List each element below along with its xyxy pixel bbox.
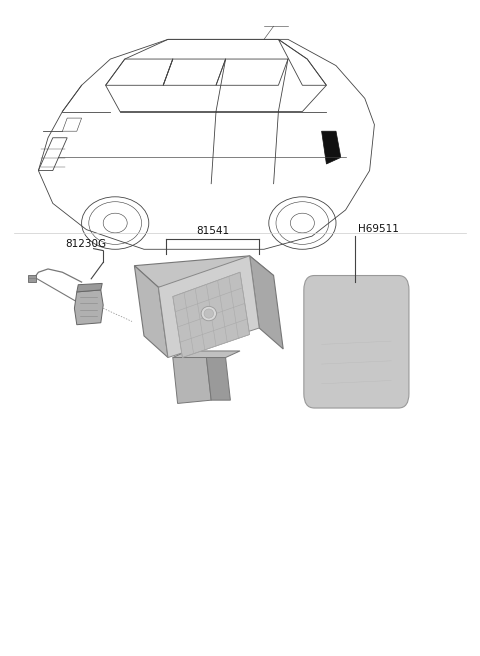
Polygon shape	[134, 256, 274, 287]
Polygon shape	[173, 358, 211, 403]
Polygon shape	[158, 256, 259, 358]
Text: H69511: H69511	[358, 224, 398, 234]
Text: 81541: 81541	[196, 226, 229, 236]
Polygon shape	[173, 351, 240, 358]
Text: 81230G: 81230G	[65, 239, 106, 249]
Polygon shape	[74, 290, 103, 325]
Polygon shape	[77, 283, 102, 292]
Ellipse shape	[201, 306, 216, 321]
FancyBboxPatch shape	[304, 276, 409, 408]
Polygon shape	[250, 256, 283, 349]
Polygon shape	[134, 266, 168, 358]
Polygon shape	[206, 358, 230, 400]
Polygon shape	[28, 275, 36, 282]
Ellipse shape	[204, 309, 214, 318]
Polygon shape	[322, 131, 341, 164]
Polygon shape	[173, 272, 250, 358]
